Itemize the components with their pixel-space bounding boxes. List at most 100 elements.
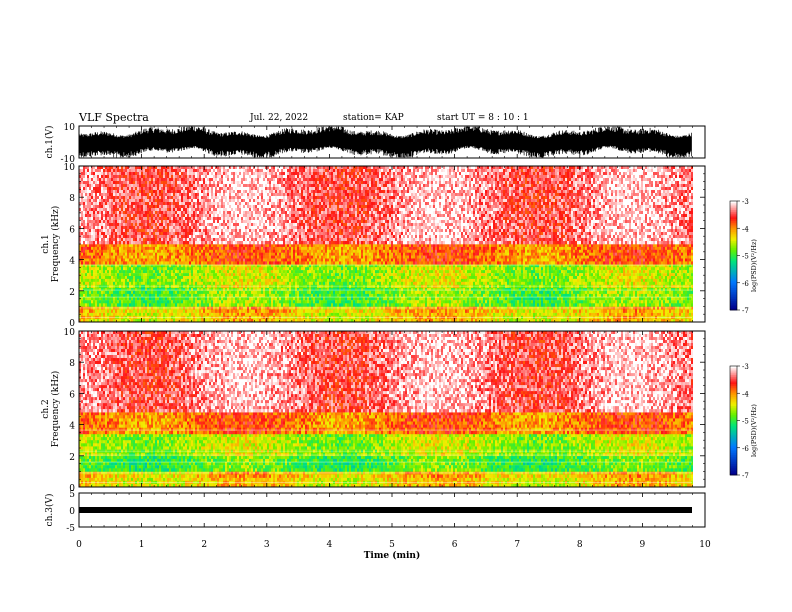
ch1-spectrogram-cell: [133, 253, 135, 256]
ch1-spectrogram-cell: [101, 199, 103, 202]
ch1-spectrogram-cell: [197, 211, 199, 214]
ch1-spectrogram-cell: [93, 256, 95, 259]
ch1-spectrogram-cell: [179, 208, 181, 211]
ch1-spectrogram-cell: [155, 313, 157, 316]
ch1-spectrogram-cell: [129, 273, 131, 276]
ch1-spectrogram-cell: [157, 247, 159, 250]
ch1-spectrogram-cell: [219, 196, 221, 199]
ch1-spectrogram-cell: [131, 253, 133, 256]
ch1-spectrogram-cell: [109, 238, 111, 241]
ch1-spectrogram-cell: [125, 267, 127, 270]
ch1-spectrogram-cell: [207, 256, 209, 259]
ch1-spectrogram-cell: [121, 187, 123, 190]
ch1-spectrogram-cell: [161, 291, 163, 294]
ch1-spectrogram-cell: [173, 273, 175, 276]
ch1-spectrogram-cell: [117, 223, 119, 226]
ch1-spectrogram-cell: [139, 187, 141, 190]
ch1-spectrogram-cell: [161, 208, 163, 211]
ch1-spectrogram-cell: [119, 256, 121, 259]
ch1-spectrogram-cell: [85, 288, 87, 291]
ch1-spectrogram-cell: [169, 276, 171, 279]
ch1-spectrogram-cell: [195, 172, 197, 175]
ch1-spectrogram-cell: [165, 276, 167, 279]
ch1-spectrogram-cell: [207, 267, 209, 270]
ch1-spectrogram-cell: [221, 205, 223, 208]
ch1-spectrogram-cell: [155, 202, 157, 205]
ch1-spectrogram-cell: [183, 297, 185, 300]
ch1-spectrogram-cell: [119, 270, 121, 273]
ch1-spectrogram-cell: [155, 279, 157, 282]
ch1-spectrogram-cell: [151, 247, 153, 250]
ch1-spectrogram-cell: [173, 232, 175, 235]
ch1-spectrogram-cell: [221, 256, 223, 259]
ch1-spectrogram-cell: [111, 297, 113, 300]
ch1-spectrogram-cell: [217, 220, 219, 223]
ch1-spectrogram-cell: [229, 235, 231, 238]
ch1-spectrogram-cell: [89, 261, 91, 264]
ch1-spectrogram-cell: [201, 241, 203, 244]
ch1-spectrogram-cell: [227, 276, 229, 279]
ch1-spectrogram-cell: [89, 276, 91, 279]
ch1-spectrogram-cell: [113, 276, 115, 279]
ch1-spectrogram-cell: [163, 220, 165, 223]
ch1-spectrogram-cell: [147, 214, 149, 217]
ch1-spectrogram-cell: [115, 288, 117, 291]
ch1-spectrogram-cell: [101, 273, 103, 276]
ch1-spectrogram-cell: [149, 217, 151, 220]
ch1-spectrogram-cell: [195, 229, 197, 232]
ch1-spectrogram-cell: [115, 223, 117, 226]
ch1-spectrogram-cell: [173, 196, 175, 199]
ch1-spectrogram-cell: [163, 199, 165, 202]
ch1-spectrogram-cell: [201, 190, 203, 193]
ch1-spectrogram-cell: [225, 181, 227, 184]
ch1-spectrogram-cell: [99, 235, 101, 238]
ch1-spectrogram-cell: [177, 196, 179, 199]
ch1-spectrogram-cell: [119, 282, 121, 285]
ch1-spectrogram-cell: [227, 211, 229, 214]
ch1-spectrogram-cell: [189, 187, 191, 190]
ch1-spectrogram-cell: [107, 247, 109, 250]
ch1-spectrogram-cell: [107, 226, 109, 229]
ch1-spectrogram-cell: [163, 211, 165, 214]
ch1-spectrogram-cell: [91, 279, 93, 282]
ch1-spectrogram-cell: [209, 175, 211, 178]
ch1-spectrogram-cell: [135, 241, 137, 244]
ch1-spectrogram-cell: [189, 208, 191, 211]
ch1-spectrogram-cell: [195, 247, 197, 250]
ch1-spectrogram-cell: [211, 196, 213, 199]
ch1-spectrogram-cell: [139, 253, 141, 256]
ch1-spectrogram-cell: [99, 175, 101, 178]
ch1-spectrogram-cell: [101, 184, 103, 187]
ch1-spectrogram-cell: [159, 196, 161, 199]
ch1-spectrogram-cell: [159, 223, 161, 226]
ch1-spectrogram-cell: [187, 310, 189, 313]
ch1-spectrogram-cell: [179, 178, 181, 181]
ch1-spectrogram-cell: [165, 247, 167, 250]
ch1-spectrogram-cell: [87, 300, 89, 303]
ch1-spectrogram-cell: [205, 232, 207, 235]
ch1-spectrogram-cell: [107, 244, 109, 247]
ch1-spectrogram-cell: [225, 214, 227, 217]
ch1-spectrogram-cell: [215, 208, 217, 211]
ch1-spectrogram-cell: [215, 196, 217, 199]
ch1-spectrogram-cell: [183, 202, 185, 205]
ch1-spectrogram-cell: [209, 220, 211, 223]
ch1-spectrogram-cell: [225, 282, 227, 285]
ch1-spectrogram-cell: [231, 247, 233, 250]
ch1-spectrogram-cell: [171, 297, 173, 300]
ch1-spectrogram-cell: [189, 288, 191, 291]
ch1-spectrogram-cell: [83, 217, 85, 220]
ch1-spectrogram-cell: [143, 208, 145, 211]
ch1-spectrogram-cell: [83, 172, 85, 175]
ch1-spectrogram-cell: [115, 253, 117, 256]
ch1-spectrogram-cell: [151, 270, 153, 273]
ch1-spectrogram-cell: [149, 193, 151, 196]
ch1-spectrogram-cell: [141, 238, 143, 241]
ch1-spectrogram-cell: [135, 214, 137, 217]
ch1-spectrogram-cell: [83, 187, 85, 190]
ch1-spectrogram-cell: [193, 202, 195, 205]
ch1-spectrogram-cell: [129, 288, 131, 291]
ch1-spectrogram-cell: [161, 178, 163, 181]
ch1-spectrogram-cell: [169, 184, 171, 187]
ch1-spectrogram-cell: [85, 187, 87, 190]
